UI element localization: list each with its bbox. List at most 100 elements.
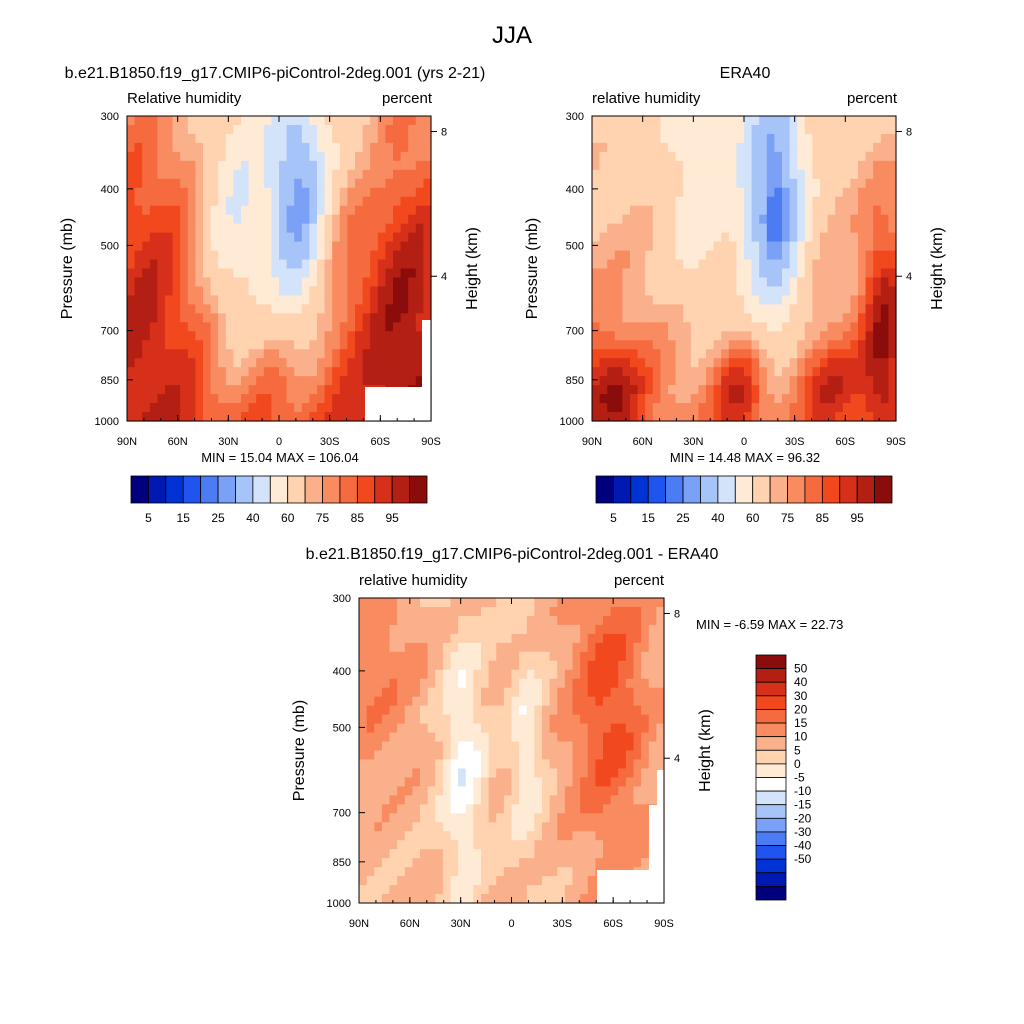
field-cell: [241, 142, 250, 153]
field-cell: [630, 376, 639, 386]
field-cell: [286, 295, 295, 305]
field-cell: [625, 831, 635, 841]
field-cell: [835, 277, 844, 288]
field-cell: [142, 205, 151, 216]
field-cell: [610, 831, 619, 841]
field-cell: [675, 367, 684, 377]
field-cell: [415, 232, 424, 243]
field-cell: [599, 250, 608, 261]
field-cell: [149, 385, 158, 395]
field-cell: [393, 178, 402, 189]
field-cell: [481, 858, 490, 868]
field-cell: [789, 196, 798, 207]
y-tick-label: 500: [566, 240, 584, 252]
field-cell: [203, 116, 212, 126]
field-cell: [415, 250, 424, 261]
field-cell: [534, 750, 543, 761]
field-cell: [187, 241, 196, 252]
field-cell: [713, 331, 722, 341]
field-cell: [888, 232, 897, 243]
field-cell: [488, 678, 497, 689]
field-cell: [412, 633, 421, 644]
field-cell: [625, 696, 635, 707]
field-cell: [607, 412, 616, 422]
field-cell: [580, 750, 589, 761]
field-cell: [842, 142, 851, 153]
field-cell: [835, 385, 844, 395]
field-cell: [442, 750, 452, 761]
field-cell: [332, 304, 341, 314]
x-tick-label: 30S: [553, 918, 573, 930]
field-cell: [820, 286, 829, 297]
y-tick-label: 500: [101, 240, 119, 252]
field-cell: [888, 259, 897, 270]
field-cell: [450, 660, 459, 671]
field-cell: [751, 322, 760, 332]
field-cell: [858, 331, 867, 341]
field-cell: [603, 795, 612, 805]
field-cell: [317, 412, 326, 422]
field-cell: [630, 232, 639, 243]
field-cell: [339, 412, 348, 422]
field-cell: [415, 214, 424, 225]
field-cell: [595, 822, 604, 832]
field-cell: [766, 304, 775, 314]
field-cell: [172, 394, 181, 404]
field-cell: [377, 259, 386, 270]
field-cell: [592, 322, 601, 332]
field-cell: [165, 232, 174, 243]
field-cell: [549, 849, 558, 859]
field-cell: [362, 250, 371, 261]
field-cell: [580, 786, 589, 796]
field-cell: [804, 205, 813, 216]
field-cell: [633, 606, 642, 617]
field-cell: [218, 223, 227, 234]
field-cell: [309, 133, 318, 144]
field-cell: [683, 116, 692, 126]
field-cell: [633, 660, 642, 671]
field-cell: [225, 412, 234, 422]
field-cell: [526, 678, 535, 689]
field-cell: [233, 340, 242, 350]
field-cell: [820, 241, 829, 252]
field-cell: [668, 160, 677, 171]
field-cell: [641, 687, 650, 698]
field-cell: [865, 259, 874, 270]
field-cell: [645, 232, 654, 243]
field-cell: [744, 187, 753, 198]
field-cell: [820, 322, 829, 332]
field-cell: [610, 633, 619, 644]
field-cell: [820, 349, 829, 359]
field-cell: [633, 840, 642, 850]
field-cell: [675, 151, 684, 162]
field-cell: [622, 187, 631, 198]
field-cell: [675, 286, 684, 297]
field-cell: [713, 367, 722, 377]
field-cell: [728, 286, 737, 297]
field-cell: [637, 151, 646, 162]
field-cell: [698, 277, 707, 288]
field-cell: [134, 205, 143, 216]
field-cell: [630, 304, 639, 314]
field-cell: [210, 151, 219, 162]
field-cell: [317, 232, 326, 243]
field-cell: [324, 151, 333, 162]
field-cell: [835, 259, 844, 270]
field-cell: [751, 313, 760, 323]
field-cell: [142, 349, 151, 359]
field-cell: [797, 349, 806, 359]
field-cell: [389, 867, 398, 877]
field-cell: [519, 669, 528, 680]
field-cell: [233, 259, 242, 270]
field-cell: [195, 116, 204, 126]
field-cell: [637, 313, 646, 323]
field-cell: [744, 286, 753, 297]
field-cell: [804, 178, 813, 189]
field-cell: [381, 598, 391, 608]
field-cell: [599, 232, 608, 243]
field-cell: [248, 349, 257, 359]
field-cell: [728, 142, 737, 153]
field-cell: [435, 768, 444, 779]
field-cell: [286, 214, 295, 225]
field-cell: [599, 187, 608, 198]
